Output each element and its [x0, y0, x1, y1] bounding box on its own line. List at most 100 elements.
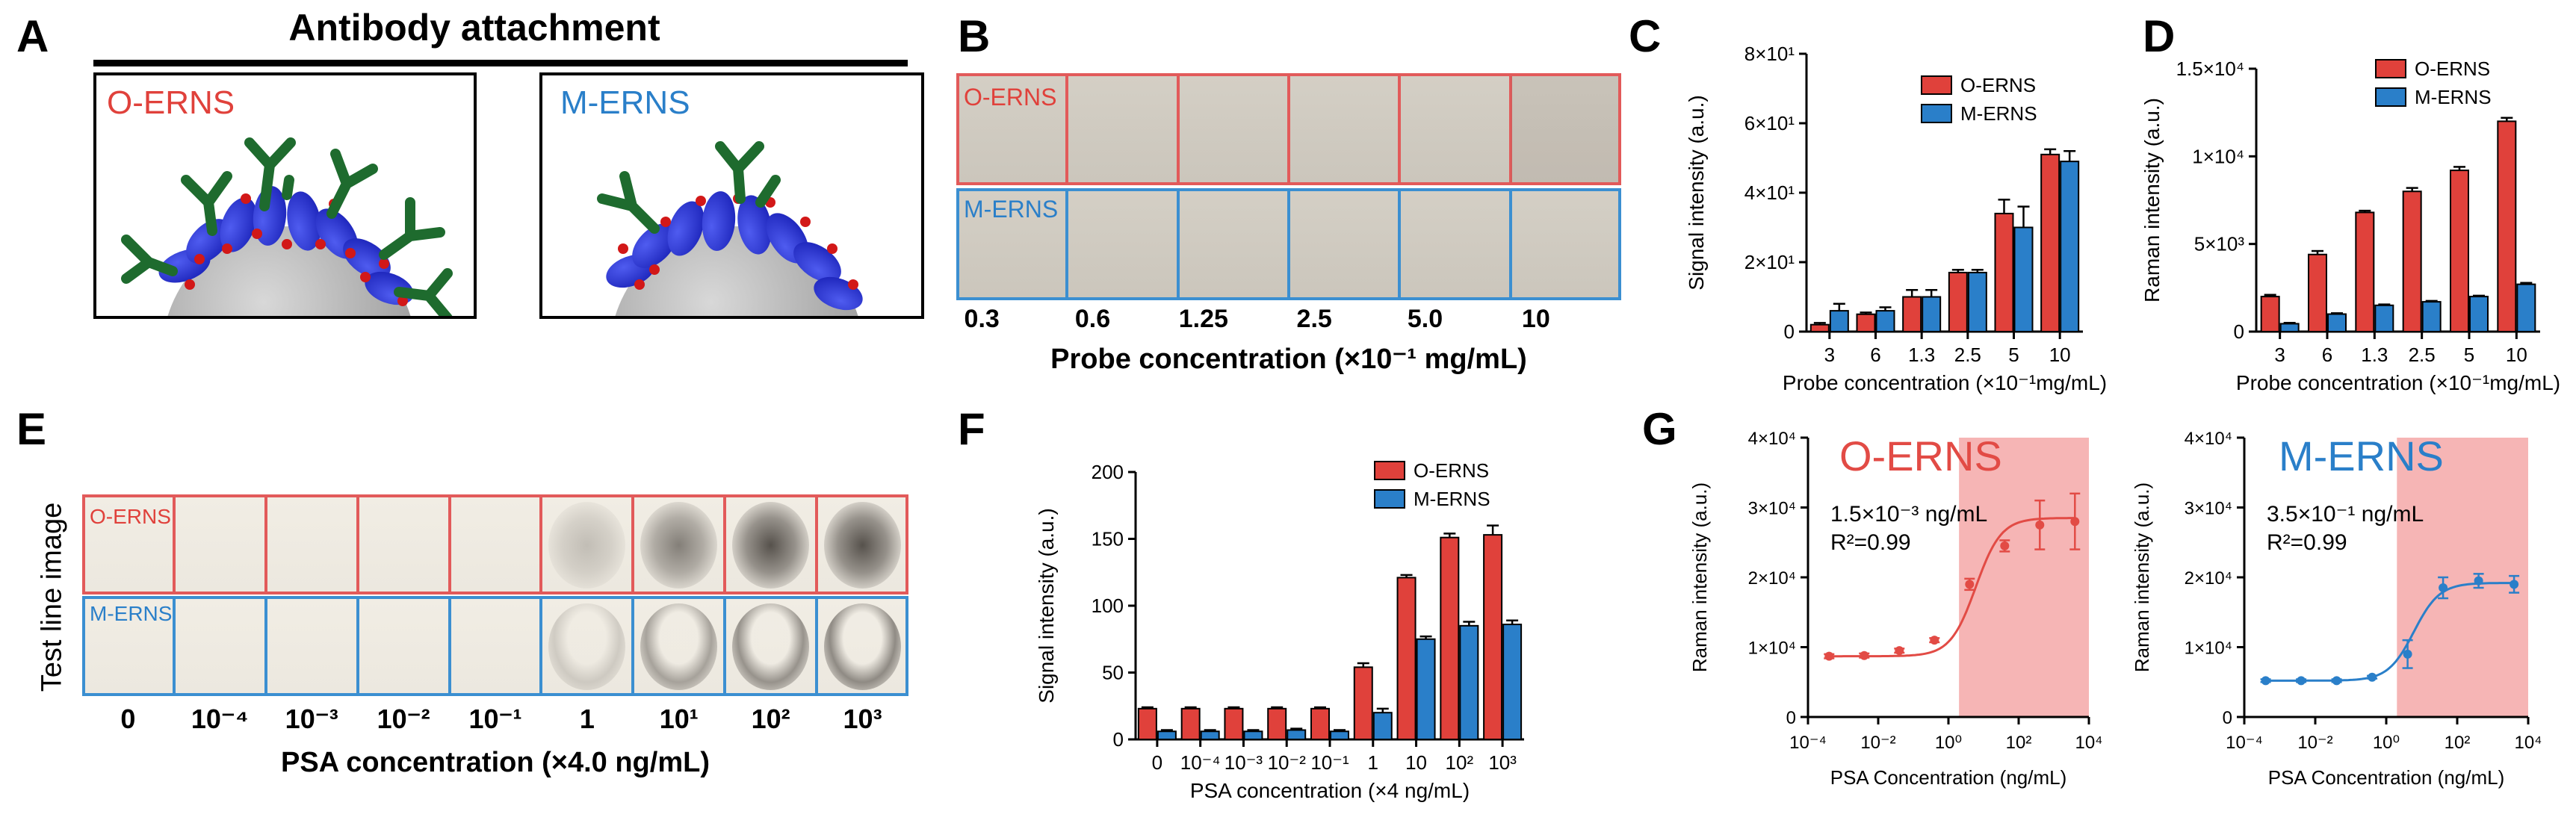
- bar-o-erns: [1902, 296, 1922, 332]
- bar-m-erns: [1330, 730, 1349, 741]
- e-cell-divider-m: [631, 596, 635, 696]
- linear-range-shade: [2397, 438, 2528, 717]
- m-erns-diagram-label: M-ERNS: [560, 84, 690, 121]
- y-tick-label: 1×10⁴: [2185, 639, 2232, 659]
- e-m-erns-label: M-ERNS: [90, 602, 173, 625]
- y-tick-label: 5×10³: [2194, 233, 2245, 255]
- e-cell-divider-o: [631, 494, 635, 594]
- e-cell-divider-m: [448, 596, 451, 696]
- bar-m-erns: [1287, 729, 1307, 741]
- x-tick-label: 1.3: [1908, 344, 1935, 366]
- bar-o-erns: [1353, 666, 1373, 740]
- b-concentration-label: 10: [1521, 305, 1550, 333]
- b-cell-divider-o: [1398, 73, 1402, 185]
- e-test-spot-o: [640, 502, 718, 589]
- y-tick-label: 100: [1092, 594, 1124, 617]
- x-tick-label: 10⁰: [1935, 733, 1962, 753]
- e-concentration-label: 1: [579, 704, 595, 734]
- panel-a-title: Antibody attachment: [288, 7, 660, 49]
- bar-o-erns: [2402, 190, 2422, 332]
- panel-label-e: E: [16, 404, 47, 454]
- linear-range-shade: [1959, 438, 2089, 717]
- e-cell-divider-m: [539, 596, 543, 696]
- e-cell-divider-m: [264, 596, 267, 696]
- bar-o-erns: [1310, 707, 1330, 740]
- panel-label-a: A: [16, 11, 49, 61]
- panel-label-f: F: [958, 404, 985, 454]
- bar-o-erns: [1809, 323, 1830, 333]
- y-tick-label: 1×10⁴: [2192, 145, 2244, 167]
- x-axis-label: Probe concentration (×10⁻¹mg/mL): [2236, 371, 2560, 394]
- b-xlabel: Probe concentration (×10⁻¹ mg/mL): [1050, 344, 1527, 375]
- x-tick-label: 10³: [1488, 751, 1517, 774]
- e-test-spot-m: [732, 603, 810, 690]
- y-tick-label: 4×10¹: [1744, 181, 1795, 204]
- x-tick-label: 2.5: [2409, 344, 2436, 366]
- b-cell-divider-m: [1065, 188, 1069, 300]
- x-tick-label: 6: [1870, 344, 1880, 366]
- x-tick-label: 3: [2274, 344, 2285, 366]
- bar-o-erns: [1856, 313, 1876, 332]
- y-axis-label: Raman intensity (a.u.): [1688, 482, 1711, 672]
- e-concentration-label: 10⁻³: [285, 704, 338, 734]
- bar-o-erns: [1440, 536, 1460, 741]
- e-cell-divider-m: [723, 596, 727, 696]
- x-tick-label: 10⁻⁴: [1789, 733, 1827, 753]
- x-tick-label: 10⁴: [2075, 733, 2102, 753]
- b-cell-divider-m: [1398, 188, 1402, 300]
- e-cell-divider-o: [815, 494, 819, 594]
- b-concentration-label: 1.25: [1178, 305, 1228, 333]
- e-ylabel: Test line image: [36, 502, 68, 692]
- panel-label-b: B: [958, 11, 991, 61]
- x-tick-label: 10²: [2445, 733, 2471, 753]
- x-tick-label: 10⁻²: [1860, 733, 1895, 753]
- e-test-spot-m: [824, 603, 901, 690]
- data-point: [2368, 672, 2377, 682]
- x-axis-label: PSA Concentration (ng/mL): [1830, 766, 2067, 789]
- b-concentration-label: 2.5: [1296, 305, 1332, 333]
- x-tick-label: 0: [1152, 751, 1162, 774]
- bar-o-erns: [1137, 707, 1157, 740]
- e-test-spot-o: [548, 502, 626, 589]
- y-tick-label: 0: [2234, 320, 2244, 343]
- e-concentration-label: 10³: [843, 704, 882, 734]
- bar-o-erns: [1994, 212, 2014, 332]
- y-tick-label: 2×10⁴: [2185, 568, 2232, 589]
- e-cell-divider-m: [356, 596, 359, 696]
- m-erns-diagram: M-ERNS: [539, 72, 924, 319]
- x-tick-label: 5: [2464, 344, 2474, 366]
- b-cell-divider-m: [1176, 188, 1180, 300]
- e-concentration-label: 10⁻¹: [468, 704, 522, 734]
- o-erns-diagram: O-ERNS: [93, 72, 477, 319]
- e-concentration-label: 10²: [751, 704, 790, 734]
- legend-swatch: [1921, 104, 1952, 123]
- b-cell-divider-o: [1287, 73, 1290, 185]
- y-tick-label: 1.5×10⁴: [2176, 58, 2244, 80]
- data-point: [2403, 649, 2412, 659]
- x-tick-label: 10⁻⁴: [2226, 733, 2263, 753]
- x-tick-label: 1.3: [2361, 344, 2388, 366]
- chart-f: 0 50 100 150 200 0 10⁻⁴ 10⁻³ 10⁻² 10⁻¹ 1 10 10² 10³ O-…: [1035, 459, 1524, 802]
- r2-annotation: R²=0.99: [2267, 530, 2347, 555]
- y-tick-label: 0: [1784, 320, 1795, 343]
- b-concentration-label: 0.6: [1074, 305, 1111, 333]
- lod-annotation: 1.5×10⁻³ ng/mL: [1830, 502, 1987, 527]
- bar-o-erns: [2308, 253, 2327, 333]
- e-test-spot-o: [732, 502, 810, 589]
- bar-o-erns: [1267, 707, 1287, 740]
- legend-swatch: [1374, 489, 1405, 509]
- e-cell-divider-o: [448, 494, 451, 594]
- chart-title: O-ERNS: [1839, 432, 2002, 479]
- data-point: [2332, 676, 2341, 686]
- bar-m-erns: [1372, 712, 1393, 741]
- e-test-spot-m: [640, 603, 718, 690]
- lod-annotation: 3.5×10⁻¹ ng/mL: [2267, 502, 2424, 527]
- bar-o-erns: [2497, 120, 2517, 333]
- bar-m-erns: [2374, 304, 2394, 332]
- bar-o-erns: [1224, 707, 1244, 740]
- bar-o-erns: [2040, 153, 2061, 332]
- x-tick-label: 10⁻²: [1268, 751, 1307, 774]
- x-axis-label: PSA Concentration (ng/mL): [2268, 766, 2505, 789]
- data-point: [2297, 676, 2306, 686]
- panel-label-d: D: [2143, 11, 2176, 61]
